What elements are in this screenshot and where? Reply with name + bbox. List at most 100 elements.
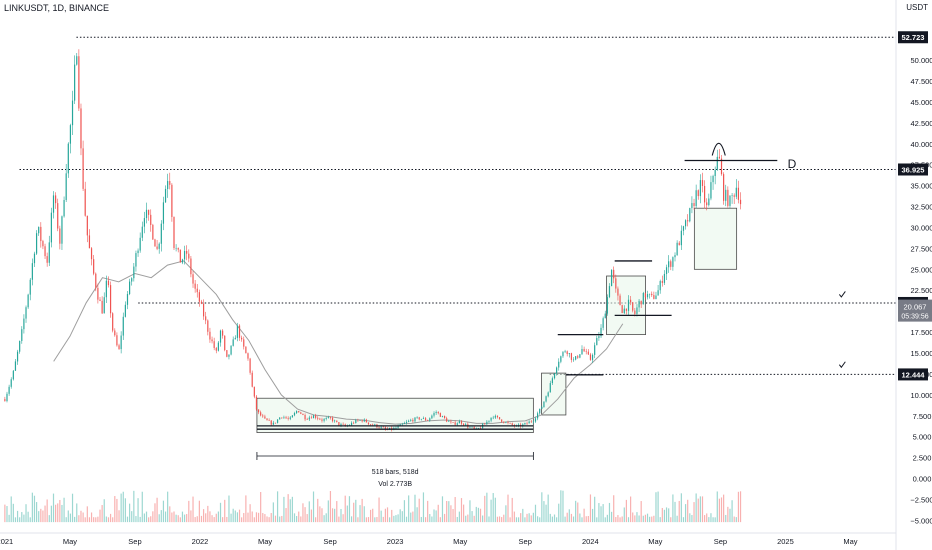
candle-body bbox=[340, 423, 342, 426]
volume-bar bbox=[498, 516, 501, 523]
candle-body bbox=[55, 195, 57, 204]
candle-body bbox=[710, 182, 712, 199]
candle-body bbox=[143, 218, 146, 227]
volume-bar bbox=[391, 509, 393, 523]
price-tick-label: 47.500 bbox=[911, 77, 932, 86]
volume-bar bbox=[568, 509, 570, 523]
candle-body bbox=[581, 349, 583, 355]
volume-bar bbox=[625, 499, 627, 523]
price-tick-label: 7.500 bbox=[913, 412, 932, 421]
candle-body bbox=[308, 417, 310, 420]
volume-bar bbox=[422, 492, 425, 523]
level-price-text: 12.444 bbox=[902, 370, 926, 379]
volume-bar bbox=[731, 500, 733, 523]
volume-bar bbox=[684, 504, 687, 523]
candle-body bbox=[319, 418, 321, 420]
candle-body bbox=[156, 246, 158, 249]
time-axis[interactable]: 2021 May Sep 2022 May Sep 2023 May Sep 2024 May Sep… bbox=[0, 532, 896, 546]
volume-bar bbox=[718, 498, 721, 523]
checkmark-icon bbox=[838, 361, 846, 369]
volume-bar bbox=[682, 517, 685, 523]
volume-bar bbox=[401, 511, 403, 523]
candle-body bbox=[179, 249, 181, 263]
volume-bar bbox=[416, 507, 418, 523]
candle-body bbox=[268, 420, 270, 421]
candle-body bbox=[21, 329, 23, 341]
candle-body bbox=[327, 417, 329, 419]
volume-bar bbox=[636, 512, 638, 523]
candle-body bbox=[177, 247, 179, 250]
volume-bar bbox=[272, 502, 274, 523]
volume-bar bbox=[587, 515, 589, 523]
candle-body bbox=[469, 426, 471, 428]
volume-bar bbox=[103, 499, 105, 523]
candle-body bbox=[712, 176, 714, 183]
volume-bar bbox=[257, 512, 260, 523]
candle-body bbox=[262, 415, 264, 417]
candle-body bbox=[69, 125, 72, 144]
candle-body bbox=[725, 189, 727, 201]
volume-bar bbox=[665, 507, 668, 523]
price-tick-label: 2.500 bbox=[913, 454, 932, 463]
horizontal-levels bbox=[19, 36, 896, 375]
candle-body bbox=[215, 347, 217, 351]
candle-body bbox=[285, 417, 287, 419]
volume-bar bbox=[511, 497, 513, 523]
candle-body bbox=[65, 173, 67, 200]
candle-body bbox=[160, 223, 162, 244]
volume-bar bbox=[245, 495, 247, 523]
candle-body bbox=[173, 216, 175, 249]
candle-body bbox=[695, 190, 697, 207]
candle-body bbox=[325, 418, 327, 419]
candle-body bbox=[353, 422, 355, 424]
volume-bar bbox=[80, 510, 82, 523]
volume-bar bbox=[619, 517, 621, 523]
candle-body bbox=[617, 288, 619, 296]
volume-bar bbox=[598, 503, 600, 523]
volume-bar bbox=[268, 517, 270, 523]
volume-bar bbox=[579, 513, 581, 523]
volume-bar bbox=[129, 503, 131, 523]
candle-body bbox=[570, 353, 573, 360]
volume-bar bbox=[443, 513, 446, 523]
volume-bar bbox=[114, 496, 116, 523]
candle-body bbox=[137, 250, 139, 254]
candle-body bbox=[594, 345, 596, 355]
peak-arc bbox=[711, 142, 726, 156]
countdown-text: 05:39:56 bbox=[901, 314, 928, 321]
candle-body bbox=[306, 419, 308, 420]
candle-body bbox=[46, 256, 48, 263]
price-tick-label: 35.000 bbox=[911, 182, 932, 191]
candle-body bbox=[418, 417, 420, 420]
time-tick-label: May bbox=[63, 537, 77, 546]
candle-body bbox=[76, 56, 78, 65]
candle-body bbox=[114, 330, 116, 336]
candle-body bbox=[27, 294, 29, 308]
volume-bar bbox=[52, 493, 55, 523]
price-tick-label: 10.000 bbox=[911, 391, 932, 400]
candle-body bbox=[687, 220, 689, 222]
volume-bar bbox=[678, 500, 680, 523]
candle-body bbox=[526, 422, 528, 424]
volume-bar bbox=[553, 514, 556, 523]
candle-body bbox=[397, 425, 399, 428]
volume-bar bbox=[496, 516, 499, 523]
volume-bar bbox=[467, 514, 469, 523]
volume-bar bbox=[150, 516, 152, 523]
volume-bar bbox=[202, 509, 205, 523]
volume-bars bbox=[4, 490, 742, 523]
volume-bar bbox=[361, 498, 363, 523]
candle-body bbox=[249, 358, 251, 373]
candle-body bbox=[414, 417, 416, 422]
volume-bar bbox=[372, 508, 374, 523]
volume-bar bbox=[376, 517, 378, 523]
volume-bar bbox=[158, 514, 160, 523]
price-axis[interactable]: −5.000 −2.500 0.000 2.500 5.000 7.500 10.000 12… bbox=[895, 0, 932, 550]
volume-bar bbox=[479, 508, 482, 523]
volume-bar bbox=[4, 504, 6, 523]
candle-body bbox=[217, 342, 219, 351]
candle-body bbox=[67, 143, 69, 174]
candle-body bbox=[689, 208, 691, 222]
price-tick-label: 45.000 bbox=[911, 98, 932, 107]
